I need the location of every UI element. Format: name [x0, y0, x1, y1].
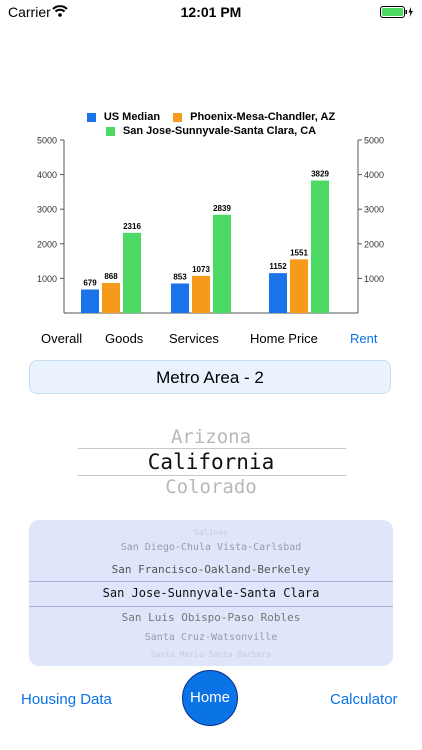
data-label: 2839: [213, 204, 231, 213]
wifi-icon: [52, 4, 68, 22]
y-tick-label-left: 5000: [37, 136, 57, 146]
legend-swatch: [173, 112, 183, 122]
legend-item-phoenix: Phoenix-Mesa-Chandler, AZ: [173, 111, 335, 123]
chart-legend-row-1: US Median Phoenix-Mesa-Chandler, AZ: [0, 111, 422, 125]
metro-option-selected[interactable]: San Jose-Sunnyvale-Santa Clara: [102, 586, 320, 600]
data-label: 853: [173, 272, 187, 281]
metro-picker[interactable]: Salinas San Diego-Chula Vista-Carlsbad S…: [29, 520, 393, 666]
status-bar: Carrier 12:01 PM: [0, 0, 422, 24]
chart-legend-row-2: San Jose-Sunnyvale-Santa Clara, CA: [0, 125, 422, 139]
legend-label: US Median: [103, 111, 161, 123]
y-tick-label-left: 3000: [37, 205, 57, 215]
y-tick-label-right: 5000: [364, 136, 384, 146]
tab-overall[interactable]: Overall: [41, 331, 83, 346]
legend-item-us-median: US Median: [86, 111, 161, 123]
bar: [171, 283, 189, 313]
home-button[interactable]: Home: [182, 670, 238, 726]
picker-state-selected[interactable]: California: [147, 450, 275, 474]
metro-option[interactable]: San Diego-Chula Vista-Carlsbad: [120, 542, 302, 553]
tab-goods[interactable]: Goods: [105, 331, 144, 346]
y-tick-label-left: 1000: [37, 274, 57, 284]
bar: [192, 275, 210, 313]
bar: [81, 289, 99, 313]
picker-divider: [78, 475, 346, 476]
data-label: 3829: [311, 170, 329, 179]
data-label: 868: [104, 272, 118, 281]
bar-chart: 1000 1000 2000 2000 3000 3000 4000 4000 5000 5000…: [37, 136, 384, 314]
bar: [213, 214, 231, 313]
picker-divider: [29, 581, 393, 582]
data-label: 1152: [269, 262, 287, 271]
bar: [311, 180, 329, 313]
bar: [102, 282, 120, 313]
tab-rent[interactable]: Rent: [350, 331, 378, 346]
legend-item-san-jose: San Jose-Sunnyvale-Santa Clara, CA: [105, 125, 317, 137]
bar: [290, 259, 308, 313]
y-tick-label-left: 2000: [37, 239, 57, 249]
metro-option[interactable]: Salinas: [194, 528, 228, 537]
legend-label: San Jose-Sunnyvale-Santa Clara, CA: [122, 125, 317, 137]
metro-area-label: Metro Area - 2: [29, 360, 391, 394]
metro-option[interactable]: San Francisco-Oakland-Berkeley: [111, 563, 311, 576]
data-label: 679: [83, 279, 97, 288]
data-label: 1551: [290, 248, 308, 257]
picker-divider: [29, 606, 393, 607]
legend-swatch: [86, 112, 96, 122]
bar: [123, 232, 141, 313]
status-time: 12:01 PM: [180, 4, 242, 20]
metro-option[interactable]: Santa Cruz-Watsonville: [144, 632, 278, 643]
housing-data-link[interactable]: Housing Data: [21, 691, 112, 708]
y-tick-label-left: 4000: [37, 170, 57, 180]
y-tick-label-right: 4000: [364, 170, 384, 180]
tab-home-price[interactable]: Home Price: [250, 331, 318, 346]
picker-divider: [78, 448, 346, 449]
y-tick-label-right: 3000: [364, 205, 384, 215]
y-tick-label-right: 2000: [364, 239, 384, 249]
carrier-label: Carrier: [8, 4, 51, 20]
picker-state-below[interactable]: Colorado: [165, 476, 257, 498]
data-label: 2316: [123, 222, 141, 231]
y-tick-label-right: 1000: [364, 274, 384, 284]
picker-state-above[interactable]: Arizona: [170, 426, 252, 448]
metro-option[interactable]: Santa Maria-Santa Barbara: [150, 650, 272, 659]
legend-label: Phoenix-Mesa-Chandler, AZ: [190, 111, 336, 123]
metro-option[interactable]: San Luis Obispo-Paso Robles: [121, 611, 301, 624]
data-label: 1073: [192, 265, 210, 274]
tab-services[interactable]: Services: [169, 331, 219, 346]
battery-icon: [380, 5, 414, 23]
bar: [269, 273, 287, 313]
legend-swatch: [105, 126, 115, 136]
calculator-link[interactable]: Calculator: [330, 691, 398, 708]
